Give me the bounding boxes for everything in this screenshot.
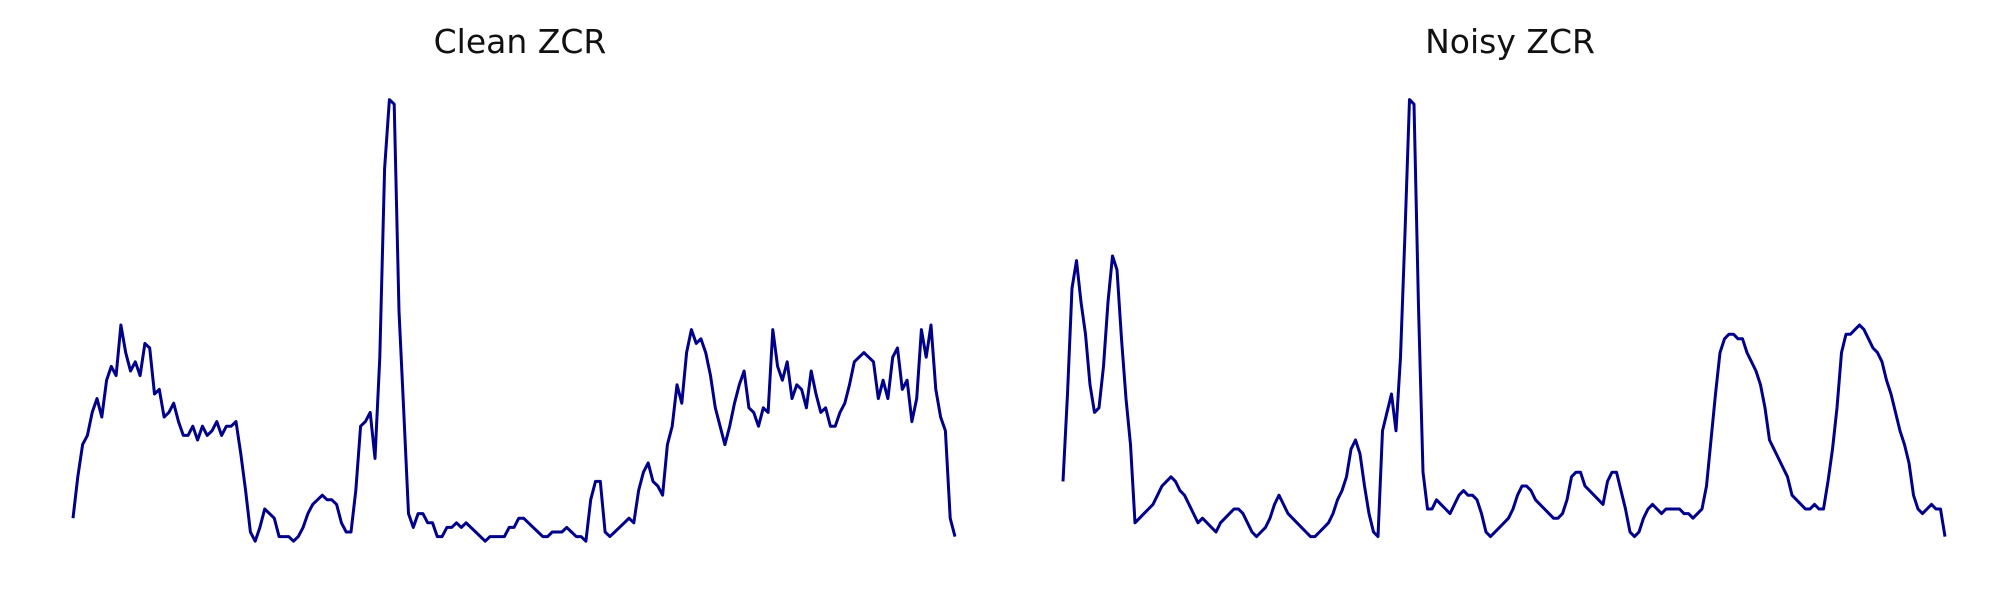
chart-title: Clean ZCR — [433, 22, 607, 61]
line-plot-clean — [71, 98, 957, 543]
chart-title: Noisy ZCR — [1425, 22, 1595, 61]
series-line-0 — [71, 98, 957, 543]
series-line-0 — [1061, 98, 1947, 539]
chart-panel-noisy: Noisy ZCR — [1035, 0, 1985, 600]
line-plot-noisy — [1061, 98, 1947, 539]
chart-panel-clean: Clean ZCR — [45, 0, 995, 600]
